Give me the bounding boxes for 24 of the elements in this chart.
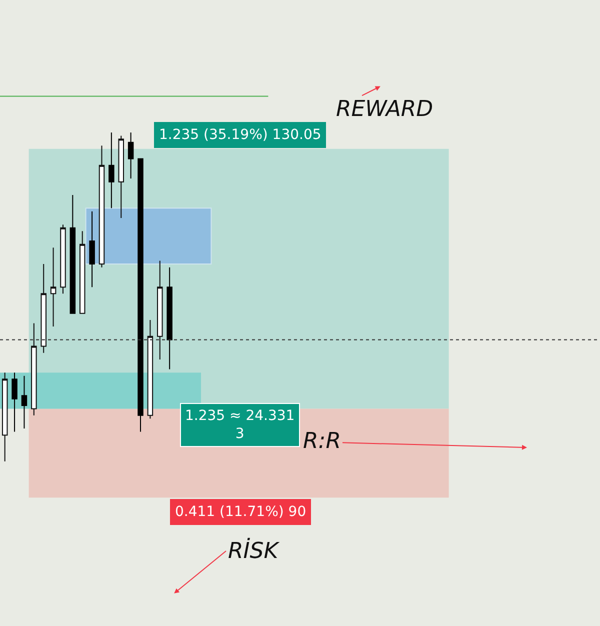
candlestick xyxy=(50,247,56,328)
candlestick xyxy=(12,372,18,432)
candlestick xyxy=(138,158,144,432)
text: REWARD xyxy=(336,97,434,122)
candlestick xyxy=(89,210,95,288)
candlestick xyxy=(2,372,8,462)
candlestick xyxy=(70,194,76,314)
candlestick xyxy=(118,135,124,219)
candlestick xyxy=(98,145,105,268)
candlestick xyxy=(21,375,28,430)
candlestick xyxy=(79,230,86,314)
annotation: 0.411 (11.71%) 90 xyxy=(175,504,306,520)
annotation: 1.235 (35.19%) 130.05 xyxy=(159,127,322,143)
candlestick xyxy=(166,266,172,370)
candlestick xyxy=(147,319,154,420)
candlestick xyxy=(157,260,163,360)
text: RİSK xyxy=(228,537,280,564)
candlestick xyxy=(60,224,66,294)
candlestick xyxy=(40,264,46,354)
candlestick xyxy=(128,132,134,180)
text: R:R xyxy=(303,429,341,454)
candlestick xyxy=(31,322,37,416)
annotation: 1.235 ≈ 24.331 3 xyxy=(185,408,295,442)
candlestick xyxy=(108,132,114,209)
